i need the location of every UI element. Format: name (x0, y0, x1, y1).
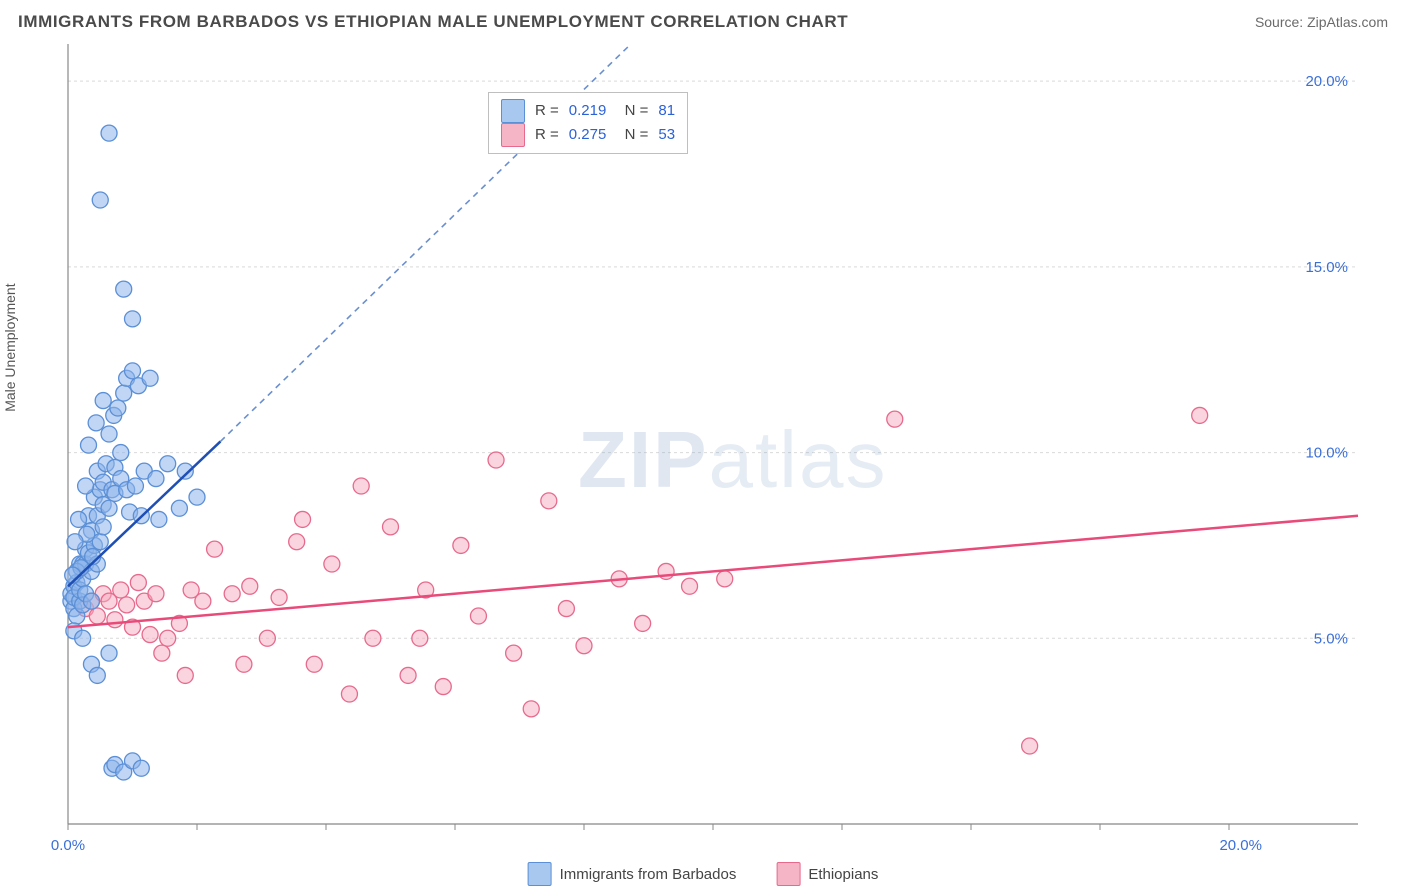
scatter-chart: 5.0% 10.0% 15.0% 20.0% 0.0% 20.0% (18, 44, 1388, 892)
chart-source: Source: ZipAtlas.com (1255, 14, 1388, 30)
chart-header: IMMIGRANTS FROM BARBADOS VS ETHIOPIAN MA… (0, 0, 1406, 44)
chart-area: Male Unemployment 5.0%10.0%15.0%20.0%0.0… (18, 44, 1388, 892)
legend-label-barbados: Immigrants from Barbados (560, 866, 737, 883)
correlation-row-ethiopians: R = 0.275 N = 53 (501, 123, 675, 147)
n-value-barbados: 81 (658, 99, 675, 123)
svg-text:20.0%: 20.0% (1219, 837, 1262, 854)
swatch-barbados-icon (528, 862, 552, 886)
swatch-ethiopians-icon (501, 123, 525, 147)
bottom-legend: Immigrants from Barbados Ethiopians (528, 862, 879, 886)
n-label: N = (616, 123, 648, 147)
n-value-ethiopians: 53 (658, 123, 675, 147)
svg-text:0.0%: 0.0% (51, 837, 85, 854)
svg-text:5.0%: 5.0% (1314, 630, 1348, 647)
r-value-ethiopians: 0.275 (569, 123, 607, 147)
legend-label-ethiopians: Ethiopians (808, 866, 878, 883)
r-label: R = (535, 123, 559, 147)
svg-text:15.0%: 15.0% (1305, 259, 1348, 276)
n-label: N = (616, 99, 648, 123)
legend-item-ethiopians: Ethiopians (776, 862, 878, 886)
chart-title: IMMIGRANTS FROM BARBADOS VS ETHIOPIAN MA… (18, 12, 848, 32)
y-axis-label: Male Unemployment (2, 283, 18, 411)
svg-text:10.0%: 10.0% (1305, 445, 1348, 462)
r-value-barbados: 0.219 (569, 99, 607, 123)
correlation-legend-box: R = 0.219 N = 81 R = 0.275 N = 53 (488, 92, 688, 154)
svg-text:20.0%: 20.0% (1305, 73, 1348, 90)
legend-item-barbados: Immigrants from Barbados (528, 862, 737, 886)
swatch-ethiopians-icon (776, 862, 800, 886)
swatch-barbados-icon (501, 99, 525, 123)
correlation-row-barbados: R = 0.219 N = 81 (501, 99, 675, 123)
r-label: R = (535, 99, 559, 123)
